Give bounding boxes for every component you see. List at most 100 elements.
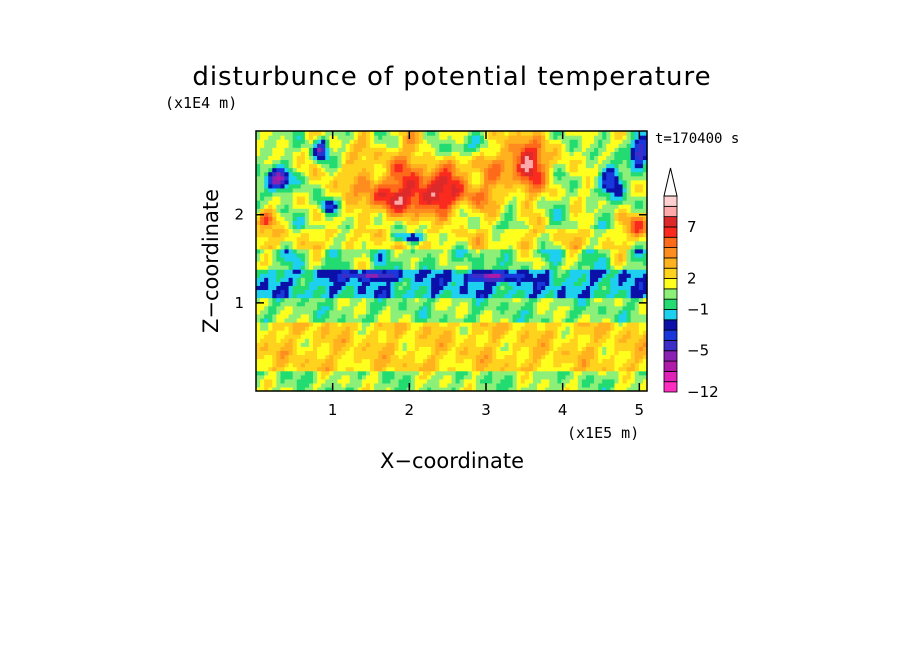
heatmap-cell bbox=[561, 261, 567, 266]
heatmap-cell bbox=[443, 305, 449, 311]
heatmap-cell bbox=[321, 183, 326, 189]
heatmap-cell bbox=[280, 204, 286, 209]
heatmap-cell bbox=[256, 175, 261, 181]
heatmap-cell bbox=[325, 366, 330, 372]
heatmap-cell bbox=[329, 273, 334, 278]
heatmap-cell bbox=[439, 330, 444, 335]
heatmap-cell bbox=[414, 244, 420, 250]
heatmap-cell bbox=[585, 305, 591, 311]
heatmap-cell bbox=[602, 236, 607, 242]
heatmap-cell bbox=[357, 317, 363, 323]
heatmap-cell bbox=[480, 354, 485, 360]
heatmap-cell bbox=[382, 297, 387, 303]
heatmap-cell bbox=[532, 228, 538, 234]
heatmap-cell bbox=[516, 208, 522, 213]
heatmap-cell bbox=[553, 248, 558, 254]
heatmap-cell bbox=[370, 281, 375, 286]
heatmap-cell bbox=[325, 378, 330, 384]
heatmap-cell bbox=[492, 212, 497, 217]
heatmap-cell bbox=[459, 216, 465, 221]
heatmap-cell bbox=[606, 248, 611, 254]
heatmap-cell bbox=[427, 362, 432, 368]
heatmap-cell bbox=[439, 326, 444, 331]
heatmap-cell bbox=[467, 358, 473, 364]
heatmap-cell bbox=[268, 374, 273, 380]
heatmap-cell bbox=[321, 338, 326, 343]
heatmap-cell bbox=[630, 261, 636, 266]
heatmap-cell bbox=[317, 269, 322, 274]
heatmap-cell bbox=[402, 305, 408, 311]
heatmap-cell bbox=[496, 228, 501, 234]
heatmap-cell bbox=[480, 338, 485, 343]
heatmap-cell bbox=[414, 265, 420, 270]
heatmap-cell bbox=[638, 289, 644, 295]
heatmap-cell bbox=[447, 326, 453, 331]
heatmap-cell bbox=[467, 232, 473, 238]
heatmap-cell bbox=[553, 265, 558, 270]
heatmap-cell bbox=[541, 232, 546, 238]
heatmap-cell bbox=[317, 224, 322, 230]
heatmap-cell bbox=[512, 208, 518, 213]
heatmap-cell bbox=[545, 228, 550, 234]
heatmap-cell bbox=[264, 191, 269, 197]
heatmap-cell bbox=[317, 236, 322, 242]
heatmap-cell bbox=[541, 204, 546, 209]
heatmap-cell bbox=[585, 321, 591, 327]
heatmap-cell bbox=[382, 204, 387, 209]
heatmap-cell bbox=[577, 187, 583, 193]
heatmap-cell bbox=[276, 297, 282, 303]
heatmap-cell bbox=[459, 374, 465, 380]
heatmap-cell bbox=[431, 350, 436, 356]
heatmap-cell bbox=[471, 256, 477, 262]
heatmap-cell bbox=[638, 321, 644, 327]
heatmap-cell bbox=[292, 240, 298, 246]
heatmap-cell bbox=[549, 338, 554, 343]
heatmap-cell bbox=[390, 346, 396, 351]
heatmap-cell bbox=[353, 265, 359, 270]
heatmap-cell bbox=[492, 224, 497, 230]
heatmap-cell bbox=[414, 354, 420, 360]
heatmap-cell bbox=[626, 204, 632, 209]
heatmap-cell bbox=[276, 330, 282, 335]
heatmap-cell bbox=[528, 358, 534, 364]
heatmap-cell bbox=[549, 228, 554, 234]
heatmap-cell bbox=[402, 183, 408, 189]
heatmap-cell bbox=[264, 366, 269, 372]
heatmap-cell bbox=[455, 232, 461, 238]
heatmap-cell bbox=[321, 191, 326, 197]
heatmap-cell bbox=[321, 313, 326, 319]
heatmap-cell bbox=[455, 330, 461, 335]
heatmap-cell bbox=[585, 220, 591, 226]
heatmap-cell bbox=[321, 248, 326, 254]
heatmap-cell bbox=[402, 179, 408, 185]
heatmap-cell bbox=[370, 317, 375, 323]
heatmap-cell bbox=[561, 334, 567, 339]
heatmap-cell bbox=[427, 179, 432, 185]
heatmap-cell bbox=[349, 240, 355, 246]
heatmap-cell bbox=[541, 240, 546, 246]
heatmap-cell bbox=[365, 358, 371, 364]
heatmap-cell bbox=[308, 378, 314, 384]
heatmap-cell bbox=[496, 374, 501, 380]
heatmap-cell bbox=[455, 183, 461, 189]
heatmap-cell bbox=[435, 204, 440, 209]
heatmap-cell bbox=[455, 350, 461, 356]
heatmap-cell bbox=[296, 269, 302, 274]
heatmap-cell bbox=[532, 191, 538, 197]
heatmap-cell bbox=[329, 248, 334, 254]
heatmap-cell bbox=[577, 366, 583, 372]
heatmap-cell bbox=[382, 338, 387, 343]
heatmap-cell bbox=[642, 378, 648, 384]
heatmap-cell bbox=[532, 374, 538, 380]
heatmap-cell bbox=[390, 212, 396, 217]
heatmap-cell bbox=[382, 200, 387, 205]
heatmap-cell bbox=[642, 285, 648, 291]
heatmap-cell bbox=[304, 330, 310, 335]
heatmap-cell bbox=[349, 261, 355, 266]
heatmap-cell bbox=[602, 269, 607, 274]
heatmap-cell bbox=[418, 261, 424, 266]
heatmap-cell bbox=[606, 338, 611, 343]
heatmap-cell bbox=[382, 370, 387, 376]
heatmap-cell bbox=[569, 293, 575, 299]
heatmap-cell bbox=[602, 191, 607, 197]
